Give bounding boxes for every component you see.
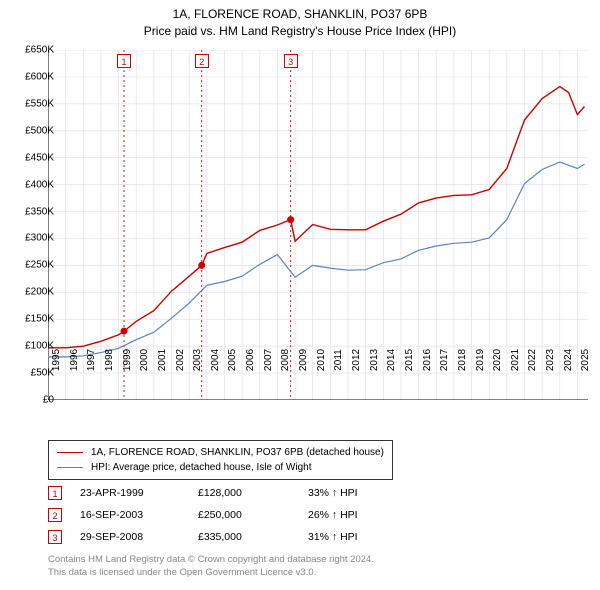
sale-hpi-2: 31% ↑ HPI bbox=[308, 531, 358, 543]
x-tick-label: 2019 bbox=[475, 349, 486, 371]
x-tick-label: 1998 bbox=[104, 349, 115, 371]
footer-line1: Contains HM Land Registry data © Crown c… bbox=[48, 554, 374, 567]
sale-date-2: 29-SEP-2008 bbox=[80, 531, 198, 543]
y-tick-label: £100K bbox=[25, 341, 54, 352]
sale-hpi-0: 33% ↑ HPI bbox=[308, 487, 358, 499]
x-tick-label: 2018 bbox=[457, 349, 468, 371]
x-tick-label: 2022 bbox=[527, 349, 538, 371]
title-line1: 1A, FLORENCE ROAD, SHANKLIN, PO37 6PB bbox=[0, 6, 600, 23]
y-tick-label: £250K bbox=[25, 260, 54, 271]
x-tick-label: 2016 bbox=[422, 349, 433, 371]
title-block: 1A, FLORENCE ROAD, SHANKLIN, PO37 6PB Pr… bbox=[0, 0, 600, 41]
x-tick-label: 2000 bbox=[139, 349, 150, 371]
chart-container: 1A, FLORENCE ROAD, SHANKLIN, PO37 6PB Pr… bbox=[0, 0, 600, 590]
x-tick-label: 1999 bbox=[122, 349, 133, 371]
legend-item-0: 1A, FLORENCE ROAD, SHANKLIN, PO37 6PB (d… bbox=[57, 445, 384, 460]
sales-table: 1 23-APR-1999 £128,000 33% ↑ HPI 2 16-SE… bbox=[48, 482, 358, 548]
sale-date-1: 16-SEP-2003 bbox=[80, 509, 198, 521]
x-tick-label: 2009 bbox=[298, 349, 309, 371]
y-tick-label: £550K bbox=[25, 98, 54, 109]
x-tick-label: 2024 bbox=[563, 349, 574, 371]
sale-row-2: 3 29-SEP-2008 £335,000 31% ↑ HPI bbox=[48, 526, 358, 548]
x-tick-label: 2002 bbox=[175, 349, 186, 371]
x-tick-label: 1995 bbox=[51, 349, 62, 371]
x-tick-label: 2014 bbox=[386, 349, 397, 371]
sale-price-1: £250,000 bbox=[198, 509, 308, 521]
x-tick-label: 2020 bbox=[492, 349, 503, 371]
sale-marker-0: 1 bbox=[48, 486, 62, 500]
chart-sale-marker: 1 bbox=[117, 54, 131, 68]
x-tick-label: 2008 bbox=[280, 349, 291, 371]
x-tick-label: 2011 bbox=[333, 349, 344, 371]
y-tick-label: £0 bbox=[43, 395, 54, 406]
chart-sale-marker: 3 bbox=[284, 54, 298, 68]
y-tick-label: £600K bbox=[25, 71, 54, 82]
legend-swatch-0 bbox=[57, 452, 83, 453]
y-tick-label: £200K bbox=[25, 287, 54, 298]
sale-date-0: 23-APR-1999 bbox=[80, 487, 198, 499]
y-tick-label: £150K bbox=[25, 314, 54, 325]
x-tick-label: 2013 bbox=[369, 349, 380, 371]
title-line2: Price paid vs. HM Land Registry's House … bbox=[0, 23, 600, 40]
chart-svg bbox=[48, 50, 588, 400]
x-tick-label: 2006 bbox=[245, 349, 256, 371]
x-tick-label: 2004 bbox=[210, 349, 221, 371]
sale-hpi-1: 26% ↑ HPI bbox=[308, 509, 358, 521]
x-tick-label: 1996 bbox=[69, 349, 80, 371]
sale-marker-2: 3 bbox=[48, 530, 62, 544]
y-tick-label: £350K bbox=[25, 206, 54, 217]
x-tick-label: 1997 bbox=[86, 349, 97, 371]
sale-price-0: £128,000 bbox=[198, 487, 308, 499]
sale-price-2: £335,000 bbox=[198, 531, 308, 543]
x-tick-label: 2001 bbox=[157, 349, 168, 371]
y-tick-label: £650K bbox=[25, 45, 54, 56]
sale-marker-1: 2 bbox=[48, 508, 62, 522]
x-tick-label: 2015 bbox=[404, 349, 415, 371]
sale-row-1: 2 16-SEP-2003 £250,000 26% ↑ HPI bbox=[48, 504, 358, 526]
legend-item-1: HPI: Average price, detached house, Isle… bbox=[57, 460, 384, 475]
x-tick-label: 2017 bbox=[439, 349, 450, 371]
footer-line2: This data is licensed under the Open Gov… bbox=[48, 567, 374, 580]
legend-label-0: 1A, FLORENCE ROAD, SHANKLIN, PO37 6PB (d… bbox=[91, 445, 384, 460]
chart-sale-marker: 2 bbox=[195, 54, 209, 68]
footer: Contains HM Land Registry data © Crown c… bbox=[48, 554, 374, 580]
x-tick-label: 2021 bbox=[510, 349, 521, 371]
legend-swatch-1 bbox=[57, 467, 83, 468]
legend-label-1: HPI: Average price, detached house, Isle… bbox=[91, 460, 312, 475]
sale-row-0: 1 23-APR-1999 £128,000 33% ↑ HPI bbox=[48, 482, 358, 504]
x-tick-label: 2003 bbox=[192, 349, 203, 371]
x-tick-label: 2023 bbox=[545, 349, 556, 371]
x-tick-label: 2010 bbox=[316, 349, 327, 371]
x-tick-label: 2007 bbox=[263, 349, 274, 371]
y-tick-label: £400K bbox=[25, 179, 54, 190]
chart-area bbox=[48, 50, 588, 400]
x-tick-label: 2025 bbox=[580, 349, 591, 371]
y-tick-label: £450K bbox=[25, 152, 54, 163]
y-tick-label: £500K bbox=[25, 125, 54, 136]
x-tick-label: 2012 bbox=[351, 349, 362, 371]
x-tick-label: 2005 bbox=[227, 349, 238, 371]
legend: 1A, FLORENCE ROAD, SHANKLIN, PO37 6PB (d… bbox=[48, 440, 393, 480]
y-tick-label: £300K bbox=[25, 233, 54, 244]
